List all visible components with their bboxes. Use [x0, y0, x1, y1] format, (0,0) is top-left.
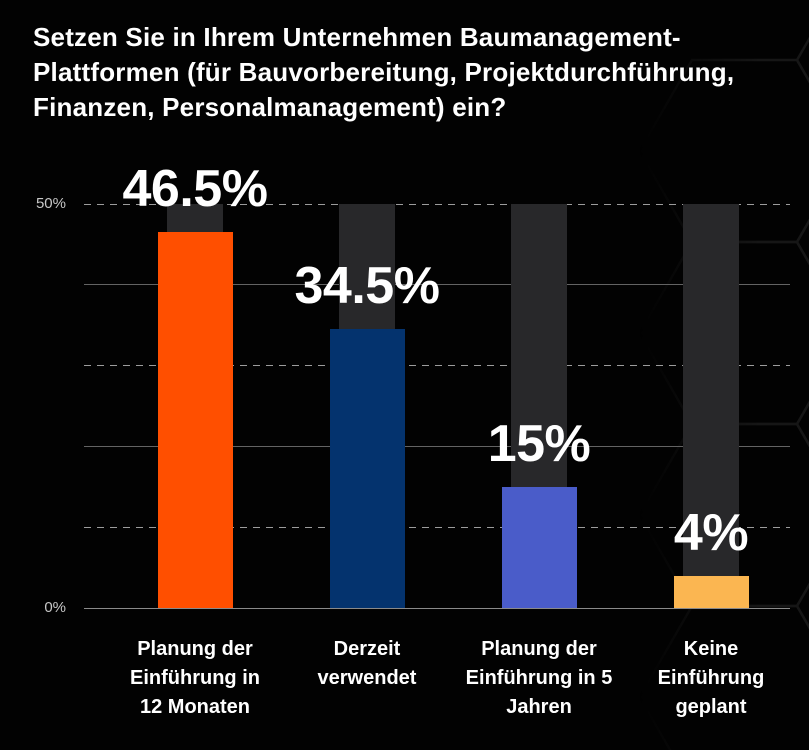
gridline-10pct — [84, 527, 790, 529]
bar-category-label: Planung der Einführung in 5 Jahren — [465, 638, 613, 718]
bar-3 — [501, 486, 577, 608]
y-tick-label-50: 50% — [35, 194, 66, 212]
bar-value-label: 15% — [487, 414, 591, 473]
chart-title-line: Setzen Sie in Ihrem Unternehmen Baumanag… — [33, 22, 681, 52]
bar-value-label: 4% — [673, 503, 749, 562]
chart-title: Setzen Sie in Ihrem Unternehmen Baumanag… — [33, 20, 734, 125]
gridline-50pct — [84, 203, 790, 205]
bar-2 — [329, 328, 405, 608]
gridline-30pct — [84, 365, 790, 367]
y-tick-label-0: 0% — [44, 599, 66, 616]
x-axis-line — [84, 608, 790, 609]
chart-title-line: Finanzen, Personalmanagement) ein? — [33, 92, 507, 122]
bar-category-label: Derzeit verwendet — [317, 638, 417, 689]
bar-4 — [673, 575, 749, 608]
bar-value-label: 46.5% — [122, 159, 268, 218]
gridline-20pct — [84, 446, 790, 448]
bar-category-label: Keine Einführung geplant — [657, 638, 765, 718]
bar-value-label: 34.5% — [294, 256, 440, 315]
bar-1 — [157, 231, 233, 608]
bar-track — [683, 204, 739, 608]
chart-title-line: Plattformen (für Bauvorbereitung, Projek… — [33, 57, 735, 87]
gridline-40pct — [84, 284, 790, 286]
bar-category-label: Planung der Einführung in 12 Monaten — [130, 638, 260, 718]
